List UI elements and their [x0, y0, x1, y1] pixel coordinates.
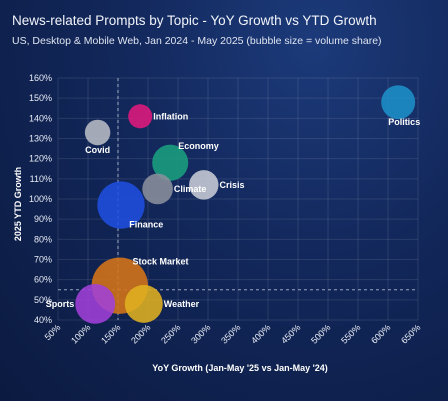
bubble-finance [97, 181, 145, 229]
x-tick-label: 150% [99, 322, 122, 345]
y-tick-label: 120% [29, 154, 52, 164]
y-tick-label: 90% [34, 214, 52, 224]
bubble-weather [124, 284, 163, 323]
y-tick-label: 160% [29, 73, 52, 83]
x-tick-label: 300% [189, 322, 212, 345]
y-tick-label: 60% [34, 275, 52, 285]
x-tick-label: 250% [159, 322, 182, 345]
chart-subtitle: US, Desktop & Mobile Web, Jan 2024 - May… [12, 35, 382, 47]
bubble-label: Covid [85, 145, 110, 155]
bubble-economy [152, 144, 189, 181]
y-axis-ticks: 40% 50% 60% 70% 80% 90% 100% 110% 120% 130% 140% 15… [29, 73, 52, 325]
bubble-labels: Politics Inflation Covid Economy Crisis Clima… [46, 111, 420, 309]
bubble-sports [75, 283, 116, 324]
bubble-inflation [128, 104, 153, 129]
x-axis-title: YoY Growth (Jan-May '25 vs Jan-May '24) [152, 363, 328, 373]
x-tick-label: 650% [399, 322, 422, 345]
y-tick-label: 70% [34, 255, 52, 265]
chart-title: News-related Prompts by Topic - YoY Grow… [12, 13, 377, 28]
x-tick-label: 50% [43, 322, 63, 342]
y-tick-label: 150% [29, 93, 52, 103]
bubble-label: Stock Market [132, 257, 188, 267]
x-tick-label: 500% [309, 322, 332, 345]
x-tick-label: 200% [129, 322, 152, 345]
bubble-politics [381, 85, 416, 120]
bubble-label: Economy [178, 141, 219, 151]
y-tick-label: 100% [29, 194, 52, 204]
y-tick-label: 110% [30, 174, 52, 184]
bubble-label: Weather [164, 299, 200, 309]
y-tick-label: 130% [29, 134, 52, 144]
x-tick-label: 450% [279, 322, 302, 345]
y-tick-label: 50% [34, 295, 52, 305]
bubble-label: Crisis [220, 180, 245, 190]
bubble-label: Climate [174, 184, 207, 194]
y-tick-label: 40% [34, 315, 52, 325]
x-tick-label: 400% [249, 322, 272, 345]
y-tick-label: 80% [34, 234, 52, 244]
bubble-covid [84, 119, 111, 146]
x-tick-label: 550% [339, 322, 362, 345]
x-tick-label: 600% [369, 322, 392, 345]
bubble-crisis [189, 170, 219, 200]
bubble-label: Sports [46, 299, 75, 309]
bubbles [75, 85, 416, 324]
bubble-climate [142, 173, 173, 205]
x-axis-ticks: 50% 100% 150% 200% 250% 300% 350% 400% 450% 500% 5… [43, 322, 423, 345]
y-axis-title: 2025 YTD Growth [13, 167, 23, 241]
bubble-label: Inflation [153, 111, 188, 121]
x-tick-label: 100% [69, 322, 92, 345]
y-tick-label: 140% [29, 113, 52, 123]
bubble-label: Politics [388, 117, 420, 127]
x-tick-label: 350% [219, 322, 242, 345]
bubble-label: Finance [129, 220, 163, 230]
